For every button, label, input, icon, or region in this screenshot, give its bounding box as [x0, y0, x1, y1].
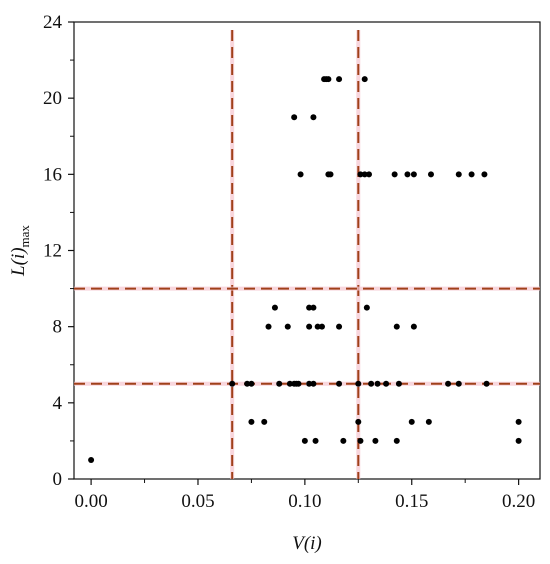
data-point-63 — [325, 76, 332, 83]
y-axis-title-main: L(i) — [8, 247, 29, 277]
data-point-36 — [306, 323, 313, 330]
data-point-41 — [410, 323, 417, 330]
data-point-40 — [393, 323, 400, 330]
data-point-27 — [368, 380, 375, 387]
data-point-39 — [336, 323, 343, 330]
data-point-22 — [295, 380, 302, 387]
data-point-45 — [363, 304, 370, 311]
x-tick-label: 0.20 — [502, 491, 535, 512]
x-axis-title: V(i) — [292, 533, 322, 554]
data-point-25 — [336, 380, 343, 387]
y-axis-title: L(i)max — [8, 225, 32, 277]
data-point-26 — [355, 380, 362, 387]
data-point-9 — [248, 418, 255, 425]
data-point-49 — [357, 171, 364, 178]
data-points — [88, 76, 522, 463]
data-point-28 — [374, 380, 381, 387]
data-point-65 — [361, 76, 368, 83]
data-point-18 — [276, 380, 283, 387]
data-point-58 — [481, 171, 488, 178]
data-point-33 — [483, 380, 490, 387]
data-point-43 — [306, 304, 313, 311]
data-point-34 — [265, 323, 272, 330]
plot-frame — [73, 21, 541, 480]
x-tick-label: 0.05 — [181, 491, 214, 512]
data-point-51 — [365, 171, 372, 178]
x-tick-label: 0.15 — [395, 491, 428, 512]
y-axis-ticks: 0 4 8 12 16 20 24 — [43, 12, 74, 490]
y-tick-label: 4 — [53, 393, 63, 414]
data-point-44 — [310, 304, 317, 311]
data-point-3 — [312, 437, 319, 444]
data-point-56 — [455, 171, 462, 178]
plot-border — [73, 21, 541, 480]
data-point-38 — [318, 323, 325, 330]
data-point-6 — [372, 437, 379, 444]
data-point-64 — [336, 76, 343, 83]
data-point-30 — [395, 380, 402, 387]
data-point-48 — [327, 171, 334, 178]
data-point-35 — [284, 323, 291, 330]
y-tick-label: 12 — [43, 241, 62, 262]
y-axis-title-sub: max — [17, 225, 32, 248]
data-point-31 — [445, 380, 452, 387]
reference-lines — [74, 30, 540, 479]
data-point-57 — [468, 171, 475, 178]
data-point-46 — [297, 171, 304, 178]
data-point-23 — [306, 380, 313, 387]
data-point-4 — [340, 437, 347, 444]
data-point-7 — [393, 437, 400, 444]
data-point-19 — [286, 380, 293, 387]
y-tick-label: 8 — [53, 317, 63, 338]
data-point-11 — [355, 418, 362, 425]
data-point-24 — [310, 380, 317, 387]
data-point-60 — [310, 114, 317, 121]
x-tick-label: 0.00 — [74, 491, 107, 512]
data-point-12 — [408, 418, 415, 425]
data-point-29 — [383, 380, 390, 387]
data-point-5 — [357, 437, 364, 444]
x-axis-ticks: 0.00 0.05 0.10 0.15 0.20 — [74, 479, 535, 512]
y-tick-label: 0 — [53, 469, 63, 490]
data-point-37 — [314, 323, 321, 330]
data-point-17 — [248, 380, 255, 387]
data-point-59 — [291, 114, 298, 121]
data-point-16 — [244, 380, 251, 387]
data-point-2 — [301, 437, 308, 444]
data-point-55 — [427, 171, 434, 178]
data-point-8 — [515, 437, 522, 444]
data-point-53 — [404, 171, 411, 178]
data-point-42 — [271, 304, 278, 311]
data-point-10 — [261, 418, 268, 425]
data-point-52 — [391, 171, 398, 178]
y-tick-label: 24 — [43, 12, 63, 33]
data-point-1 — [88, 456, 95, 463]
data-point-32 — [455, 380, 462, 387]
x-tick-label: 0.10 — [288, 491, 321, 512]
data-point-14 — [515, 418, 522, 425]
data-point-13 — [425, 418, 432, 425]
y-tick-label: 16 — [43, 164, 62, 185]
data-point-54 — [410, 171, 417, 178]
y-tick-label: 20 — [43, 88, 62, 109]
data-point-50 — [361, 171, 368, 178]
data-point-15 — [229, 380, 236, 387]
